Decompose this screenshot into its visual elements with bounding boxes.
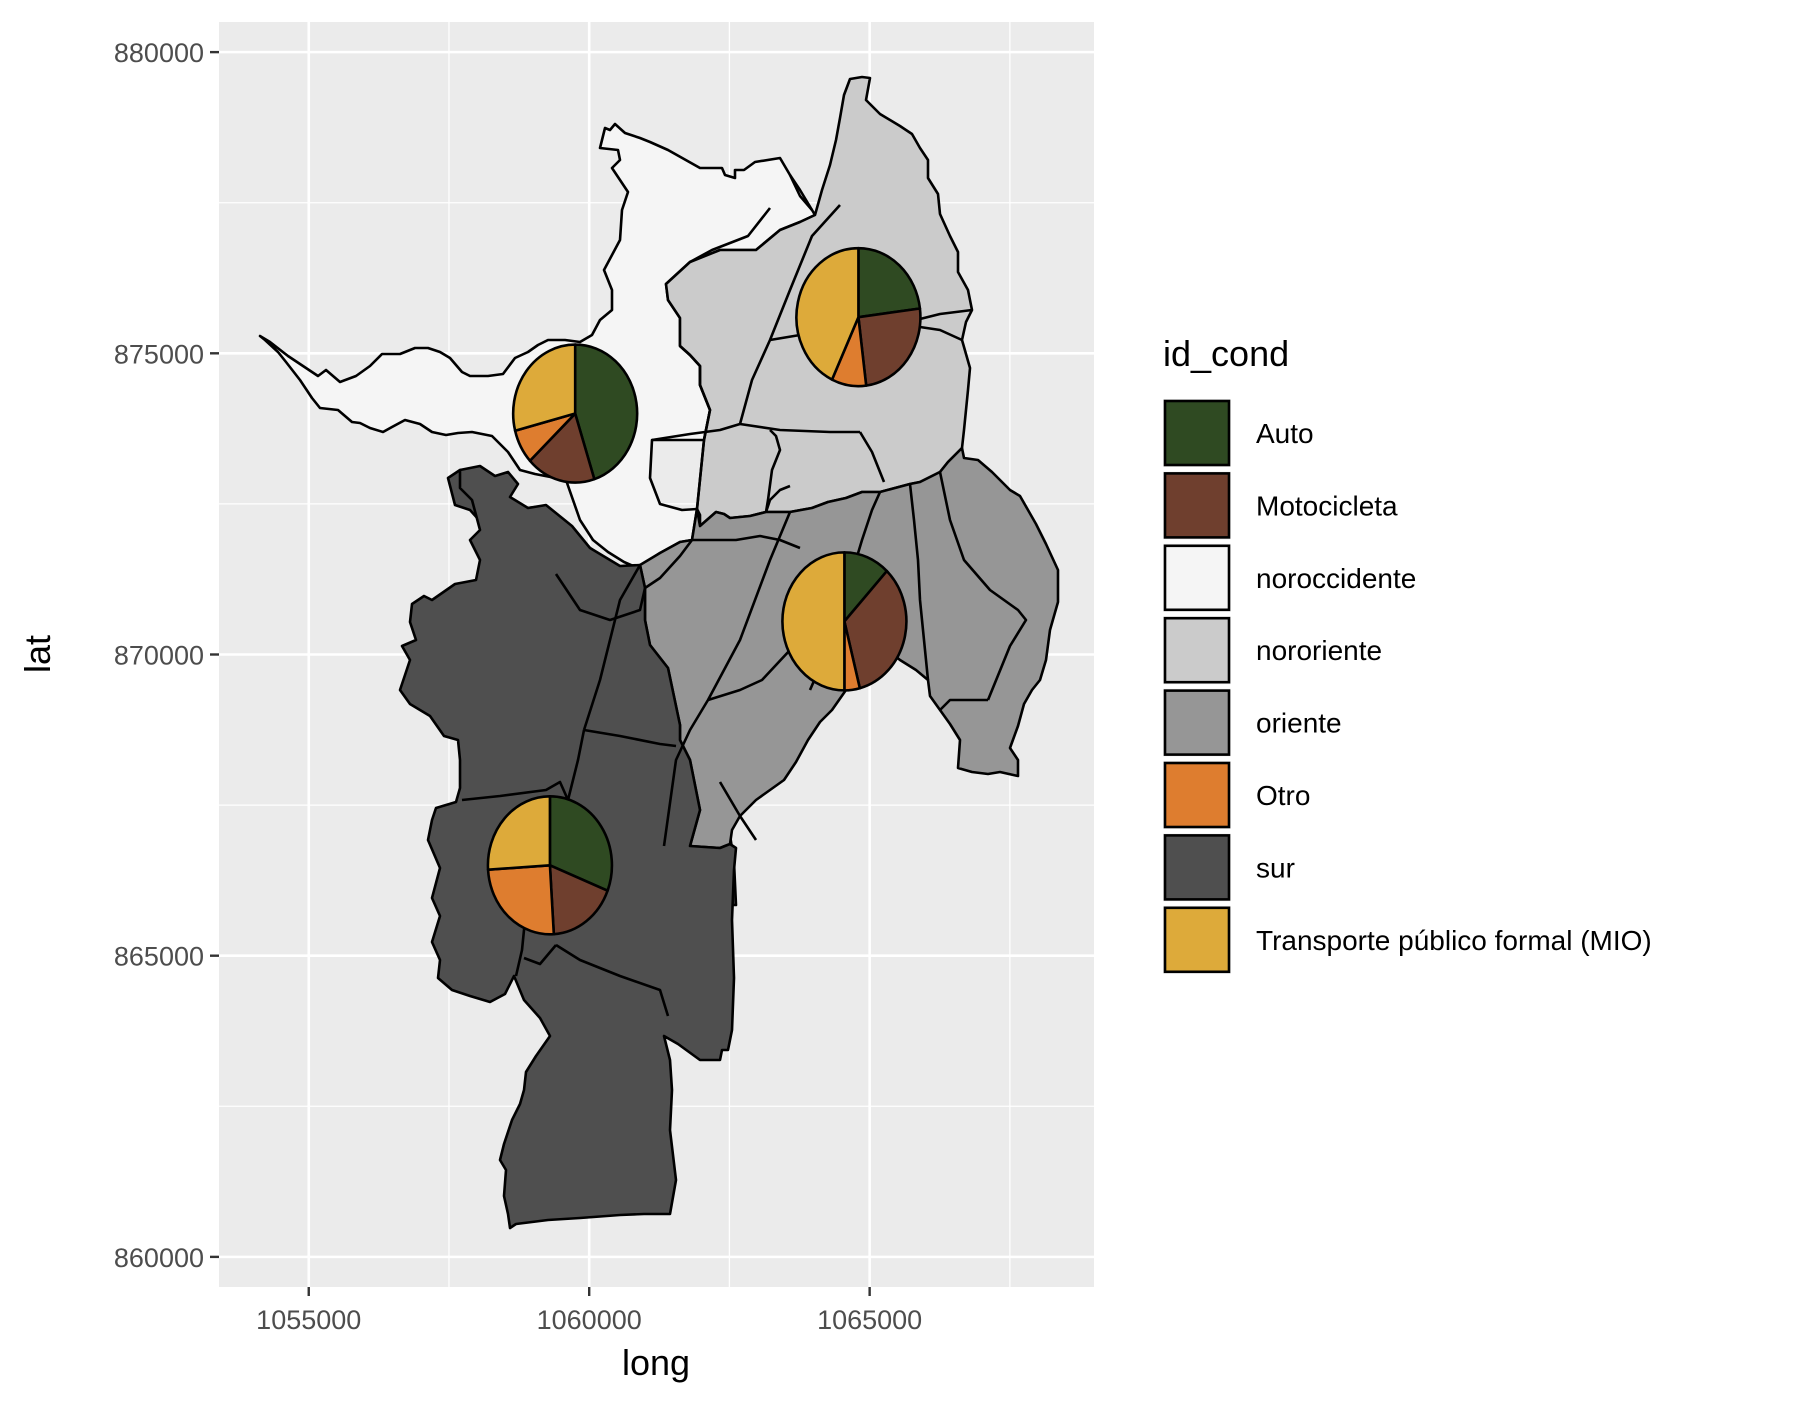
x-tick-label: 1060000 [537,1305,642,1335]
boundary-line [908,483,930,681]
legend-swatch [1163,689,1231,756]
boundary-line [689,207,772,264]
y-tick-label: 865000 [114,942,204,972]
legend-label: sur [1256,852,1295,883]
boundary-line [738,204,841,425]
pie-slice-motocicleta [843,569,908,690]
boundary-line [644,534,801,590]
boundary-line [583,728,677,748]
legend: id_cond Auto Motocicleta noroccidente noror… [1163,333,1652,974]
pie-slice-motocicleta [857,307,922,387]
pie-slice-auto [548,795,614,893]
boundary-line [939,698,988,711]
pie-slice-transporte-p-blico-formal-mio [511,343,577,433]
legend-swatch [1163,399,1231,467]
y-tick-label: 875000 [114,339,204,369]
legend-label: nororiente [1256,635,1382,666]
y-axis: 860000 865000 870000 875000 880000 [114,38,219,1273]
legend-swatch [1163,906,1231,974]
boundary-line [461,780,570,802]
boundary-line [788,174,813,211]
pie-slice-transporte-p-blico-formal-mio [795,246,860,381]
legend-item: oriente [1163,688,1342,757]
pie-layer [486,246,922,936]
legend-swatch [1163,472,1231,539]
pie-slice-otro [486,864,556,936]
x-axis-title: long [622,1342,690,1383]
legend-item: noroccidente [1163,543,1416,612]
legend-item: nororiente [1163,616,1382,685]
pie-slice-transporte-p-blico-formal-mio [781,551,846,692]
pie-slice-auto [573,343,639,481]
boundary-line [718,781,758,841]
pie-slice-motocicleta [548,864,609,936]
boundary-line [739,422,860,434]
x-tick-label: 1065000 [817,1305,922,1335]
axes: 1055000 1060000 1065000 860000 865000 870000… [17,38,922,1383]
pie-oriente [781,551,908,692]
x-axis: 1055000 1060000 1065000 [256,1287,922,1335]
legend-items: Auto Motocicleta noroccidente nororiente ori… [1163,399,1652,974]
x-tick-label: 1055000 [256,1305,361,1335]
boundary-line [679,345,712,510]
pie-slice-motocicleta [528,412,596,484]
boundary-line [764,429,782,513]
legend-swatch [1163,761,1231,829]
pie-nororiente [795,246,922,388]
pie-sur [486,795,614,936]
legend-swatch [1163,834,1231,901]
legend-title: id_cond [1163,333,1289,374]
legend-swatch [1163,616,1231,684]
legend-label: Transporte público formal (MIO) [1256,925,1652,956]
boundary-line [554,573,647,622]
boundary-line [582,564,642,731]
legend-label: Motocicleta [1256,490,1398,521]
legend-label: oriente [1256,708,1342,739]
pie-noroccidente [511,343,639,484]
legend-swatch [1163,544,1231,612]
y-tick-label: 880000 [114,38,204,68]
legend-item: Motocicleta [1163,471,1398,540]
y-tick-label: 860000 [114,1243,204,1273]
legend-item: sur [1163,833,1295,902]
legend-label: Auto [1256,418,1314,449]
boundary-line [523,944,557,966]
boundary-line [938,471,1028,701]
boundary-line [555,943,670,1017]
pie-slice-auto [857,246,922,319]
legend-label: noroccidente [1256,563,1416,594]
legend-item: Auto [1163,399,1314,467]
y-axis-title: lat [17,635,58,673]
boundary-line [651,422,741,442]
pie-slice-transporte-p-blico-formal-mio [486,795,552,871]
legend-item: Transporte público formal (MIO) [1163,905,1652,974]
legend-item: Otro [1163,761,1310,829]
y-tick-label: 870000 [114,641,204,671]
boundary-line [858,431,886,483]
legend-label: Otro [1256,780,1310,811]
